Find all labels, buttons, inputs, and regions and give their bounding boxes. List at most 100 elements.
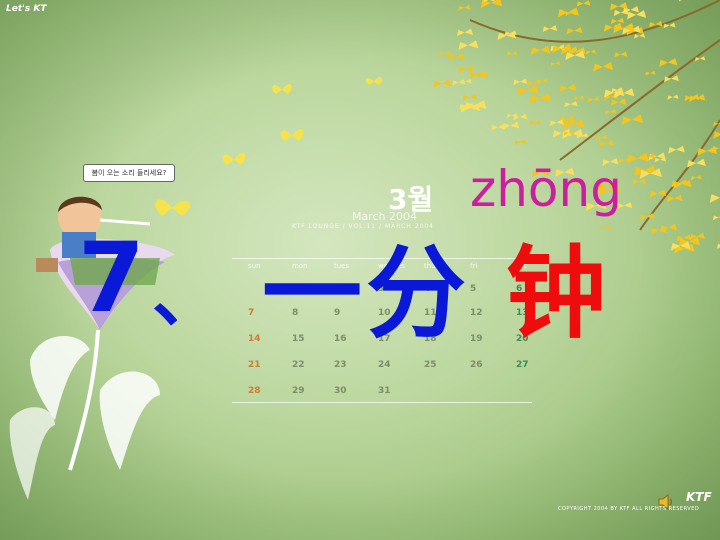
- brand-logo: Let's KT: [6, 4, 47, 14]
- flower-petal: [673, 179, 692, 189]
- flower-petal: [645, 70, 656, 76]
- flower-petal: [459, 102, 475, 110]
- flower-petal: [648, 152, 666, 161]
- flower-petal: [659, 58, 678, 67]
- calendar-day: 25: [424, 360, 437, 370]
- flower-petal: [697, 146, 718, 156]
- calendar-weekday-header: sun: [248, 262, 261, 270]
- flower-petal: [458, 40, 479, 50]
- flower-petal: [610, 98, 627, 106]
- flower-petal: [674, 243, 695, 254]
- calendar-day: 19: [470, 334, 483, 344]
- flower-petal: [573, 95, 584, 101]
- flower-petal: [649, 189, 667, 198]
- calendar-day: 14: [248, 334, 261, 344]
- flower-petal: [460, 79, 472, 85]
- flower-petal: [557, 7, 579, 18]
- flower-petal: [651, 226, 667, 235]
- flower-petal: [559, 84, 577, 93]
- flower-petal: [530, 45, 551, 55]
- butterfly-icon: [222, 153, 246, 165]
- flower-petal: [576, 0, 591, 7]
- calendar-day: 8: [292, 308, 299, 318]
- calendar-day: 5: [470, 284, 477, 294]
- calendar-day: 12: [470, 308, 483, 318]
- calendar-day: 6: [516, 284, 523, 294]
- flower-petal: [627, 10, 647, 20]
- flower-petal: [713, 122, 720, 127]
- flower-petal: [616, 201, 633, 210]
- flower-petal: [694, 56, 706, 62]
- flower-petal: [609, 2, 628, 11]
- calendar-day: 2: [334, 284, 341, 294]
- flower-petal: [713, 131, 720, 139]
- flower-petal: [639, 213, 655, 221]
- flower-petal: [611, 87, 623, 93]
- lesson-separator: 、: [152, 255, 222, 337]
- flower-petal: [531, 168, 549, 178]
- flower-petal: [529, 93, 551, 104]
- flower-petal: [687, 158, 706, 168]
- speaker-icon[interactable]: [656, 492, 676, 512]
- butterfly-icon: [272, 83, 292, 94]
- calendar-day: 18: [424, 334, 437, 344]
- flower-petal: [716, 243, 720, 249]
- flower-petal: [527, 79, 541, 86]
- lesson-number: 7: [78, 222, 145, 334]
- calendar-day: 28: [248, 386, 261, 396]
- lesson-title-main: 一分: [262, 235, 470, 352]
- flower-petal: [504, 30, 517, 37]
- flower-petal: [634, 165, 657, 176]
- calendar-weekday-header: fri: [470, 262, 478, 270]
- flower-petal: [448, 52, 465, 61]
- flower-petal: [502, 121, 520, 130]
- flower-petal: [587, 96, 600, 103]
- butterfly-icon: [365, 76, 383, 85]
- flower-petal: [668, 145, 685, 154]
- flower-petal: [613, 22, 635, 34]
- flower-petals: [433, 0, 720, 254]
- flower-petal: [513, 78, 528, 86]
- calendar-day: 9: [334, 308, 341, 318]
- flower-petal: [566, 26, 583, 35]
- flower-petal: [600, 225, 611, 231]
- calendar-day: 13: [516, 308, 529, 318]
- flower-petal: [610, 17, 625, 25]
- flower-petal: [660, 223, 678, 232]
- calendar-day: 16: [334, 334, 347, 344]
- flower-petal: [664, 75, 679, 83]
- flower-petal: [513, 113, 528, 121]
- flower-petal: [483, 0, 495, 3]
- calendar-weekday-header: thurs: [424, 262, 443, 270]
- butterfly-icon: [155, 199, 191, 216]
- calendar-top-line: [232, 258, 532, 259]
- flower-petal: [542, 25, 558, 33]
- flower-petal: [563, 119, 575, 125]
- calendar-day: 29: [292, 386, 305, 396]
- flower-petal: [564, 178, 579, 186]
- flower-petal: [565, 50, 586, 61]
- flower-petal: [684, 94, 700, 102]
- flower-petal: [596, 180, 618, 191]
- calendar-bottom-line: [232, 402, 532, 403]
- calendar-day: 17: [378, 334, 391, 344]
- calendar-day: 10: [378, 308, 391, 318]
- flower-petal: [552, 43, 572, 54]
- copyright-text: COPYRIGHT 2004 BY KTF ALL RIGHTS RESERVE…: [558, 506, 700, 512]
- flower-petal: [676, 234, 692, 242]
- flower-petal: [536, 78, 548, 84]
- flower-petal: [712, 215, 720, 221]
- flower-petal: [549, 119, 564, 126]
- flower-petal: [460, 103, 481, 113]
- calendar-month-subtitle: March 2004: [352, 210, 418, 223]
- calendar-month-title: 3월: [388, 183, 434, 216]
- flower-petal: [670, 241, 691, 251]
- flower-petal: [559, 115, 576, 123]
- calendar-day: 23: [334, 360, 347, 370]
- flower-petal: [552, 128, 572, 138]
- calendar-day: 24: [378, 360, 391, 370]
- flower-petal: [529, 120, 541, 126]
- flower-petal: [462, 93, 477, 101]
- flower-petal: [641, 152, 655, 160]
